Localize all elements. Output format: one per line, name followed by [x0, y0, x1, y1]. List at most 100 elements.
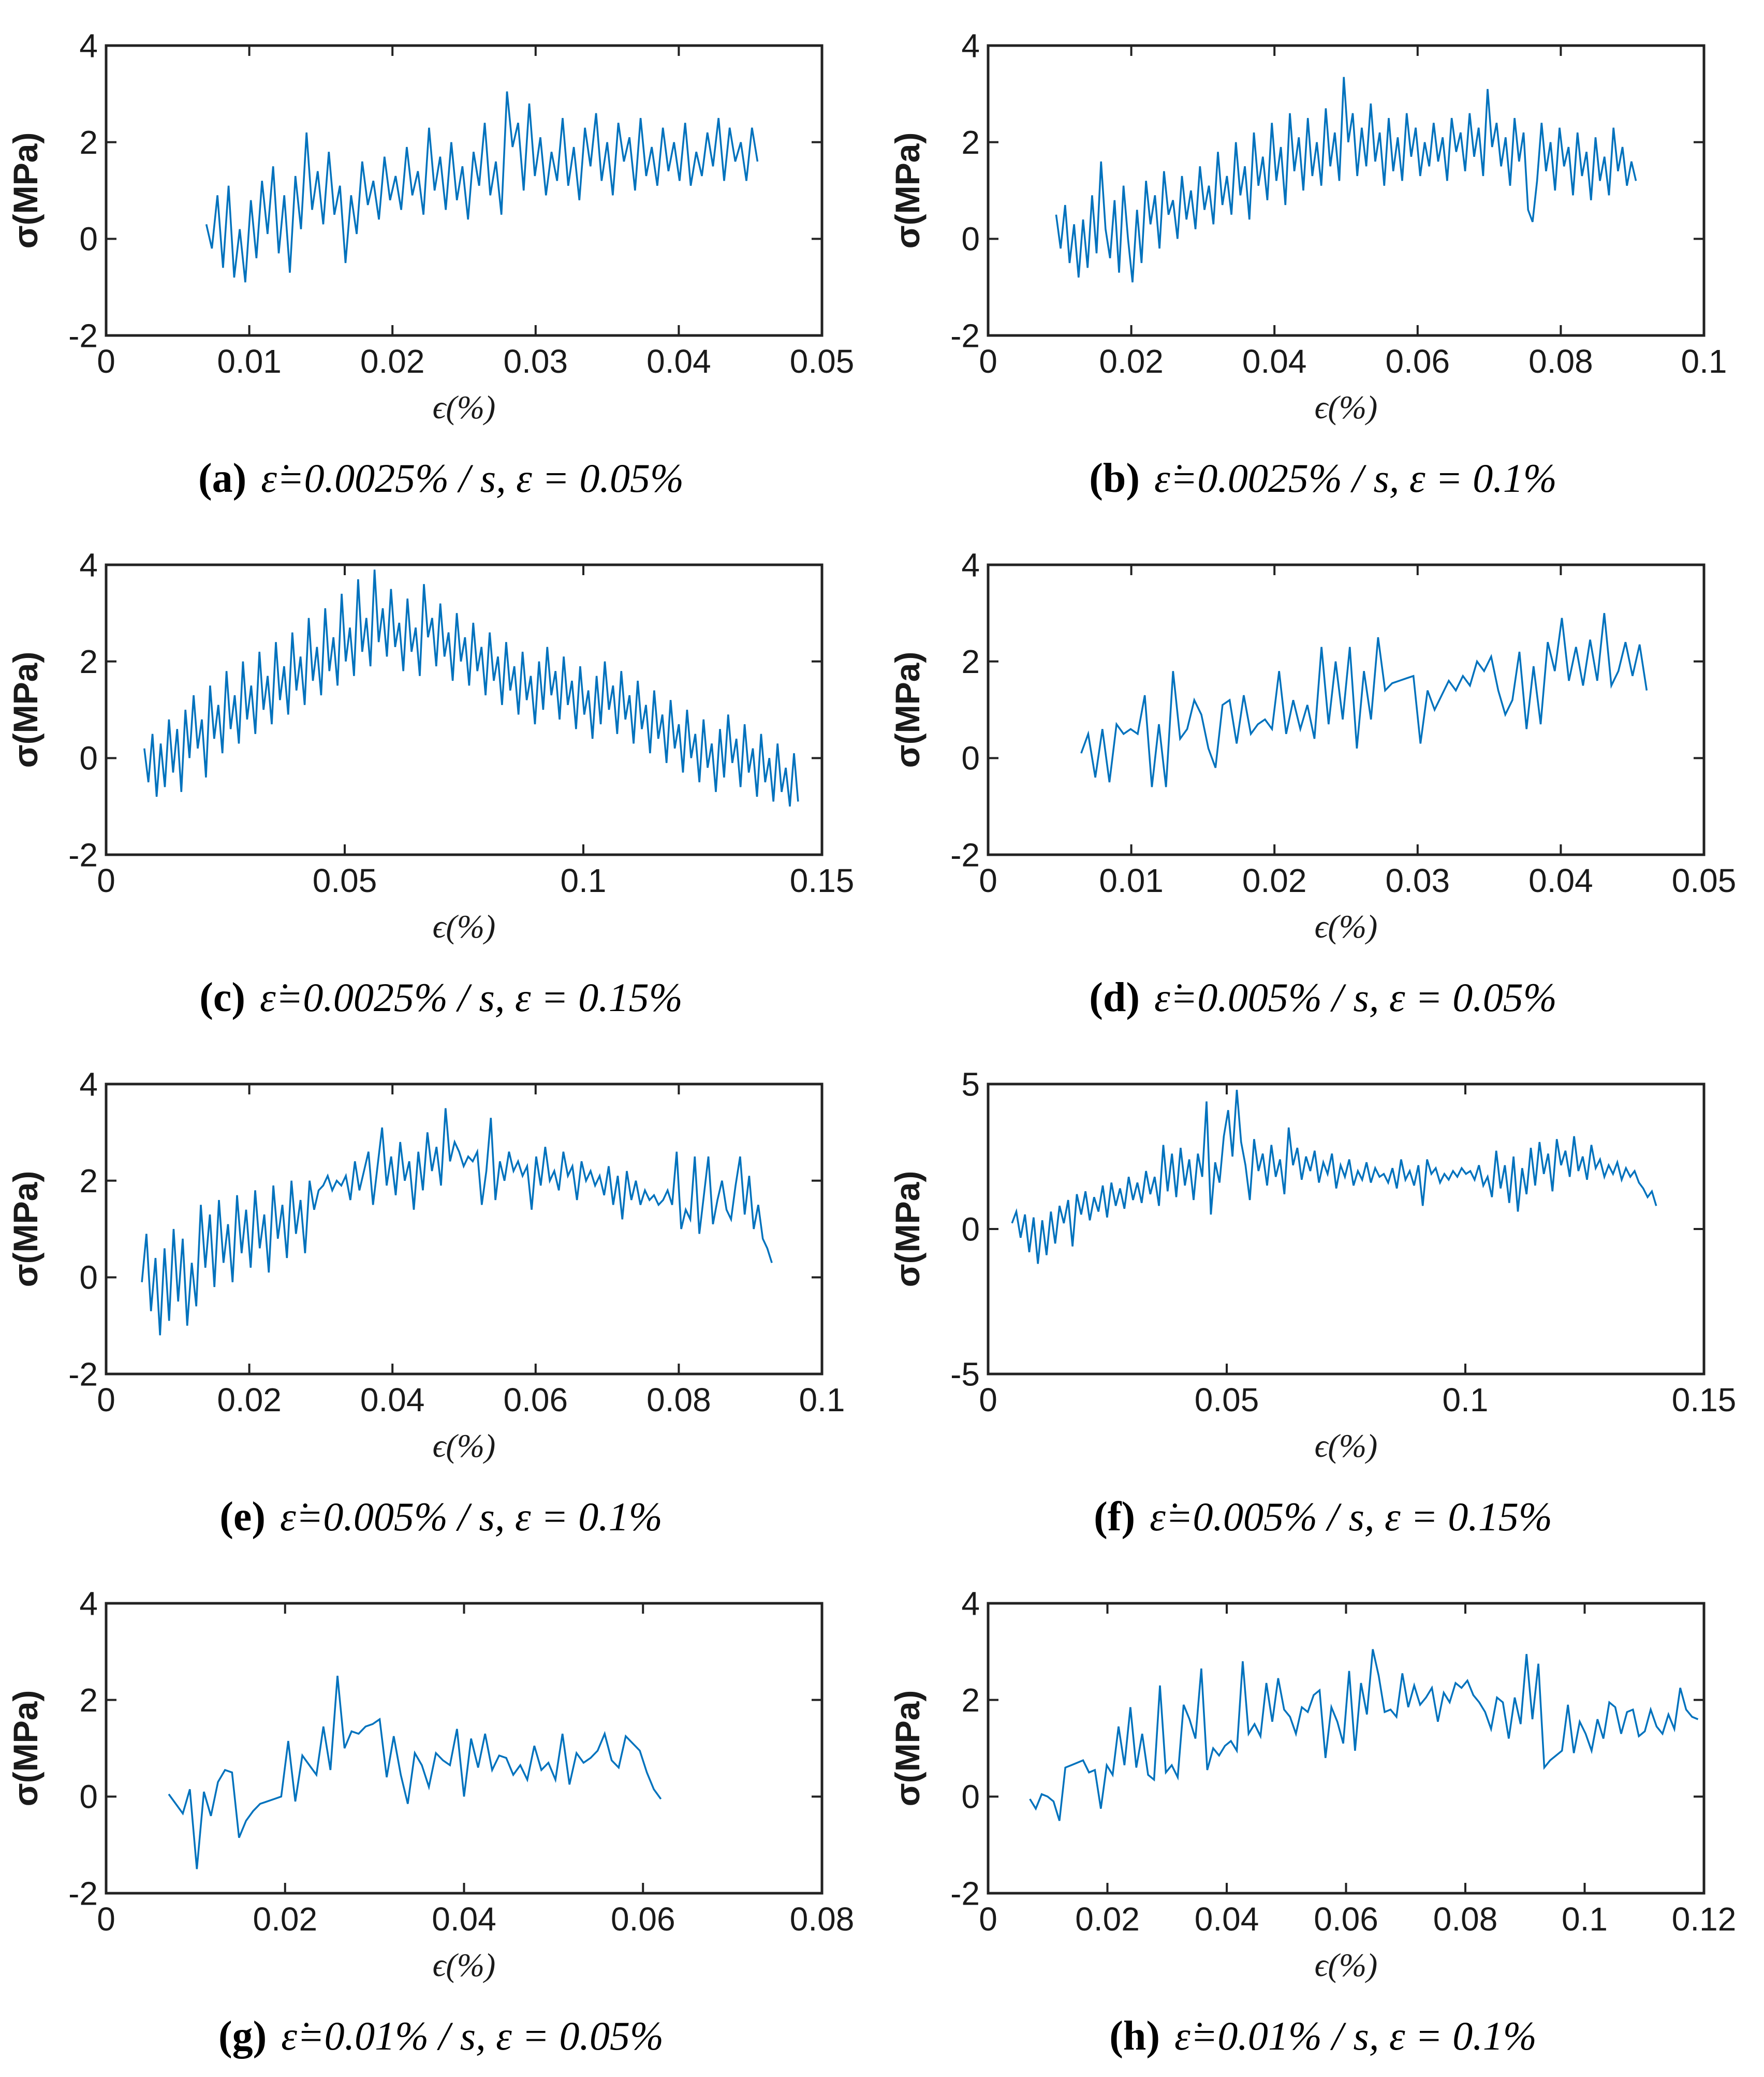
y-tick-label: 2 — [79, 643, 98, 680]
y-tick-label: 2 — [961, 643, 980, 680]
y-tick-label: 0 — [79, 1259, 98, 1296]
y-tick-label: 0 — [961, 1210, 980, 1248]
caption-index: (h) — [1109, 2013, 1160, 2059]
caption-text: ε̇=0.0025% / s, ε = 0.05% — [261, 456, 684, 501]
caption-index: (g) — [218, 2013, 267, 2059]
axes-frame — [105, 1083, 824, 1376]
caption-text: ε̇=0.01% / s, ε = 0.1% — [1174, 2013, 1537, 2058]
y-axis-label: σ(MPa) — [888, 1171, 927, 1288]
caption-index: (a) — [198, 456, 246, 501]
axes-frame — [987, 1083, 1706, 1376]
caption-text: ε̇=0.01% / s, ε = 0.05% — [281, 2013, 664, 2058]
x-tick-label: 0.04 — [432, 1900, 496, 1938]
x-tick-label: 0 — [979, 1900, 997, 1938]
y-tick-label: 0 — [79, 1778, 98, 1816]
x-tick-label: 0.15 — [1672, 1381, 1737, 1418]
y-tick-label: -2 — [950, 836, 980, 873]
x-tick-label: 0.05 — [1672, 862, 1737, 899]
x-tick-label: 0.01 — [1099, 862, 1164, 899]
caption-text: ε̇=0.005% / s, ε = 0.15% — [1150, 1494, 1552, 1539]
y-tick-label: -5 — [950, 1355, 980, 1393]
x-tick-label: 0.04 — [1195, 1900, 1259, 1938]
y-tick-label: -2 — [68, 317, 98, 354]
x-tick-label: 0.08 — [646, 1381, 711, 1418]
x-tick-label: 0.08 — [1528, 343, 1593, 380]
data-line-g — [168, 1675, 662, 1869]
y-tick-label: 2 — [961, 124, 980, 161]
caption-text: ε̇=0.0025% / s, ε = 0.1% — [1154, 456, 1557, 501]
y-tick-label: 0 — [961, 221, 980, 258]
x-tick-label: 0.06 — [1386, 343, 1450, 380]
data-line-h — [1029, 1649, 1699, 1821]
x-axis-label: ϵ(%) — [1315, 1947, 1378, 1983]
y-tick-label: 2 — [79, 124, 98, 161]
data-line-f — [1011, 1090, 1657, 1264]
x-tick-label: 0.1 — [561, 862, 607, 899]
y-tick-label: 0 — [961, 740, 980, 777]
x-tick-label: 0.12 — [1672, 1900, 1737, 1938]
caption-index: (d) — [1089, 975, 1140, 1020]
subplot-caption-e: (e) ε̇=0.005% / s, ε = 0.1% — [219, 1494, 663, 1540]
subplot-caption-d: (d) ε̇=0.005% / s, ε = 0.05% — [1089, 975, 1557, 1020]
subplot-caption-h: (h) ε̇=0.01% / s, ε = 0.1% — [1109, 2013, 1537, 2059]
data-line-e — [141, 1108, 773, 1336]
y-tick-label: 5 — [961, 1065, 980, 1103]
caption-index: (f) — [1094, 1494, 1135, 1540]
axes-frame — [105, 1602, 824, 1895]
y-tick-label: -2 — [950, 317, 980, 354]
data-line-c — [143, 569, 799, 807]
subplot-caption-b: (b) ε̇=0.0025% / s, ε = 0.1% — [1089, 456, 1557, 501]
y-tick-label: 4 — [961, 1585, 980, 1622]
x-tick-label: 0 — [97, 1381, 115, 1418]
x-tick-label: 0.08 — [1433, 1900, 1498, 1938]
caption-index: (c) — [199, 975, 245, 1020]
x-tick-label: 0 — [979, 343, 997, 380]
y-tick-label: 2 — [961, 1681, 980, 1719]
x-tick-label: 0.02 — [253, 1900, 317, 1938]
x-tick-label: 0.1 — [1443, 1381, 1489, 1418]
subplot-b: 0 0.02 0.04 0.06 0.08 0.1 -2 0 2 4 σ(MPa) ϵ(%) (b) ε̇… — [882, 0, 1764, 519]
x-tick-label: 0.02 — [1075, 1900, 1140, 1938]
y-tick-label: 2 — [79, 1162, 98, 1200]
x-tick-label: 0.06 — [611, 1900, 675, 1938]
axes-frame — [105, 563, 824, 856]
y-axis-label: σ(MPa) — [888, 133, 927, 249]
data-line-d — [1080, 613, 1648, 787]
subplot-caption-c: (c) ε̇=0.0025% / s, ε = 0.15% — [199, 975, 683, 1020]
x-tick-label: 0.03 — [1386, 862, 1450, 899]
x-tick-label: 0.1 — [1681, 343, 1727, 380]
x-tick-label: 0.05 — [790, 343, 855, 380]
x-tick-label: 0.08 — [790, 1900, 855, 1938]
x-axis-label: ϵ(%) — [1315, 1427, 1378, 1464]
y-axis-label: σ(MPa) — [6, 1171, 45, 1288]
caption-index: (b) — [1089, 456, 1140, 501]
y-axis-label: σ(MPa) — [888, 1690, 927, 1807]
x-tick-label: 0.04 — [1528, 862, 1593, 899]
subplot-c: 0 0.05 0.1 0.15 -2 0 2 4 σ(MPa) ϵ(%) (c) ε̇=0.0025%… — [0, 519, 882, 1038]
x-tick-label: 0.1 — [799, 1381, 845, 1418]
axes-frame — [987, 563, 1706, 856]
subplot-e: 0 0.02 0.04 0.06 0.08 0.1 -2 0 2 4 σ(MPa) ϵ(%) (e) ε̇… — [0, 1038, 882, 1558]
x-tick-label: 0.1 — [1562, 1900, 1608, 1938]
y-tick-label: 4 — [79, 546, 98, 583]
x-tick-label: 0.04 — [360, 1381, 425, 1418]
x-tick-label: 0.02 — [217, 1381, 282, 1418]
x-tick-label: 0.05 — [1195, 1381, 1259, 1418]
data-line-b — [1055, 77, 1637, 283]
caption-text: ε̇=0.005% / s, ε = 0.05% — [1154, 975, 1557, 1020]
x-axis-label: ϵ(%) — [433, 389, 496, 426]
x-axis-label: ϵ(%) — [433, 1947, 496, 1983]
y-axis-label: σ(MPa) — [6, 133, 45, 249]
subplot-a: 0 0.01 0.02 0.03 0.04 0.05 -2 0 2 4 σ(MPa) ϵ(%) (a) ε… — [0, 0, 882, 519]
x-tick-label: 0.02 — [1099, 343, 1164, 380]
y-axis-label: σ(MPa) — [6, 1690, 45, 1807]
caption-index: (e) — [219, 1494, 266, 1540]
data-line-a — [205, 91, 759, 283]
x-tick-label: 0.01 — [217, 343, 282, 380]
caption-text: ε̇=0.0025% / s, ε = 0.15% — [260, 975, 683, 1020]
subplot-h: 0 0.02 0.04 0.06 0.08 0.1 0.12 -2 0 2 4 σ(MPa) ϵ(%)(… — [882, 1558, 1764, 2077]
y-axis-label: σ(MPa) — [6, 652, 45, 768]
